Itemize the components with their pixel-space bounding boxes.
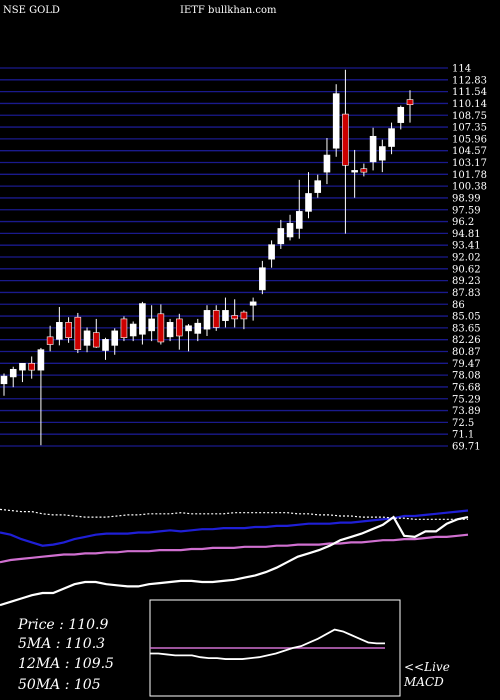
candle-body xyxy=(176,318,183,337)
y-tick-label: 89.23 xyxy=(452,276,481,287)
ma50-label: 50MA : 105 xyxy=(18,677,101,693)
ma5-label: 5MA : 110.3 xyxy=(18,636,105,652)
y-tick-label: 103.17 xyxy=(452,158,487,169)
candle-body xyxy=(28,362,35,371)
y-tick-label: 82.26 xyxy=(452,335,481,346)
indicator-box: Price : 110.9 5MA : 110.3 12MA : 109.5 5… xyxy=(17,599,450,697)
candle-body xyxy=(157,313,165,343)
y-tick-label: 85.05 xyxy=(452,312,481,323)
y-tick-label: 110.14 xyxy=(452,99,487,110)
candle-body xyxy=(148,318,155,332)
y-tick-label: 71.1 xyxy=(452,430,474,441)
candle-body xyxy=(379,146,386,161)
candle-body xyxy=(332,93,340,149)
candle-body xyxy=(323,154,331,173)
y-tick-label: 112.83 xyxy=(452,75,487,86)
candle-body xyxy=(56,322,63,340)
candle-body xyxy=(0,375,8,385)
candle-body xyxy=(295,211,303,229)
y-tick-label: 78.08 xyxy=(452,371,481,382)
price-grid xyxy=(0,67,448,447)
candle-body xyxy=(9,368,17,378)
live-label: <<Live xyxy=(404,660,450,674)
y-tick-label: 101.78 xyxy=(452,170,487,181)
candle-body xyxy=(120,318,128,338)
candle-body xyxy=(305,193,312,212)
y-tick-label: 98.99 xyxy=(452,193,481,204)
candle-body xyxy=(259,267,266,291)
y-tick-label: 114 xyxy=(452,64,471,75)
y-tick-label: 72.5 xyxy=(452,418,474,429)
y-tick-label: 75.29 xyxy=(452,394,481,405)
ma-line-price_line xyxy=(0,515,469,607)
y-tick-label: 69.71 xyxy=(452,442,481,453)
header-right: IETF bullkhan.com xyxy=(180,5,277,16)
ma-line-ma_pink xyxy=(0,533,469,564)
candle-body xyxy=(83,330,91,346)
y-tick-label: 96.2 xyxy=(452,217,474,228)
candle-body xyxy=(351,170,358,173)
candle-body xyxy=(360,168,368,173)
y-tick-label: 93.41 xyxy=(452,241,481,252)
candle-body xyxy=(102,339,109,351)
header-left: NSE GOLD xyxy=(3,5,60,16)
candle-body xyxy=(194,322,202,334)
candle-body xyxy=(111,330,119,346)
y-tick-label: 76.68 xyxy=(452,382,481,393)
candlestick-series xyxy=(0,69,414,446)
y-tick-label: 111.54 xyxy=(452,87,487,98)
candle-body xyxy=(249,301,257,306)
y-tick-label: 83.65 xyxy=(452,323,481,334)
y-axis-labels: 114112.83111.54110.14108.75107.35105.961… xyxy=(452,64,487,453)
candle-body xyxy=(388,128,395,147)
candle-body xyxy=(74,316,82,350)
macd-label: MACD xyxy=(403,675,444,689)
candle-body xyxy=(369,135,377,163)
y-tick-label: 73.89 xyxy=(452,406,481,417)
y-tick-label: 108.75 xyxy=(452,111,487,122)
y-tick-label: 86 xyxy=(452,300,465,311)
candle-body xyxy=(277,228,285,245)
candle-body xyxy=(203,310,211,330)
candle-body xyxy=(139,303,146,335)
candle-body xyxy=(222,310,229,321)
y-tick-label: 100.38 xyxy=(452,182,487,193)
ma12-label: 12MA : 109.5 xyxy=(18,656,114,672)
macd-line xyxy=(150,628,385,660)
candle-body xyxy=(19,362,26,371)
candle-body xyxy=(46,336,54,345)
candle-body xyxy=(240,311,248,320)
y-tick-label: 107.35 xyxy=(452,123,487,134)
price-label: Price : 110.9 xyxy=(17,617,109,633)
candle-body xyxy=(314,180,322,193)
candle-body xyxy=(65,322,72,338)
y-tick-label: 80.87 xyxy=(452,347,481,358)
candle-body xyxy=(129,323,137,337)
candle-body xyxy=(286,223,294,238)
candle-body xyxy=(231,315,238,320)
candle-body xyxy=(212,310,220,328)
candle-body xyxy=(37,349,45,371)
y-tick-label: 94.81 xyxy=(452,229,481,240)
candle-body xyxy=(92,332,100,348)
y-tick-label: 105.96 xyxy=(452,134,487,145)
candle-body xyxy=(397,106,405,123)
candle-body xyxy=(166,322,174,338)
macd-panel xyxy=(150,628,385,660)
candle-body xyxy=(342,113,349,166)
ma-panel xyxy=(0,508,469,607)
y-tick-label: 92.02 xyxy=(452,253,481,264)
candle-body xyxy=(406,99,414,105)
candle-body xyxy=(268,244,275,260)
y-tick-label: 97.59 xyxy=(452,205,481,216)
candle-body xyxy=(185,325,192,332)
y-tick-label: 79.47 xyxy=(452,359,481,370)
y-tick-label: 104.57 xyxy=(452,146,487,157)
y-tick-label: 87.83 xyxy=(452,288,481,299)
y-tick-label: 90.62 xyxy=(452,264,481,275)
